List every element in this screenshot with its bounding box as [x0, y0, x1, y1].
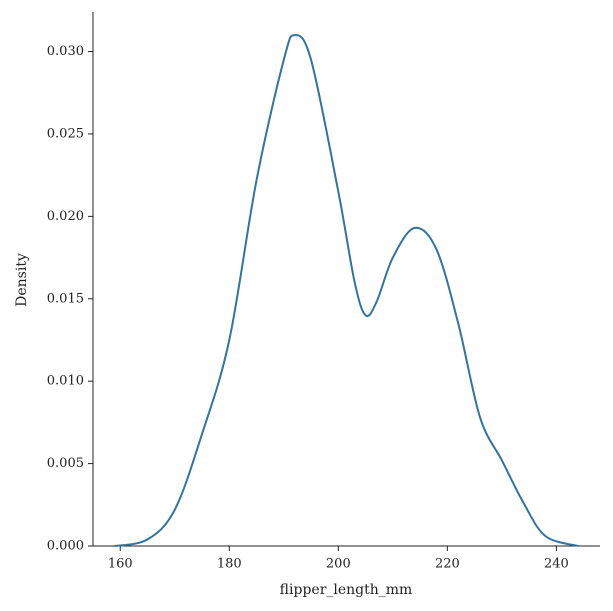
- y-tick-label: 0.005: [47, 456, 84, 471]
- x-tick-label: 220: [435, 557, 460, 572]
- x-tick-label: 240: [544, 557, 569, 572]
- y-tick-label: 0.010: [47, 374, 84, 389]
- y-tick-label: 0.030: [47, 44, 84, 59]
- x-tick-label: 180: [217, 557, 242, 572]
- y-axis-label: Density: [14, 253, 30, 307]
- y-tick-label: 0.025: [47, 126, 84, 141]
- y-tick-label: 0.020: [47, 209, 84, 224]
- y-tick-label: 0.015: [47, 291, 84, 306]
- x-tick-label: 160: [108, 557, 133, 572]
- x-axis-label: flipper_length_mm: [280, 582, 413, 598]
- x-tick-label: 200: [326, 557, 351, 572]
- density-line: [114, 34, 579, 547]
- y-tick-label: 0.000: [47, 539, 84, 554]
